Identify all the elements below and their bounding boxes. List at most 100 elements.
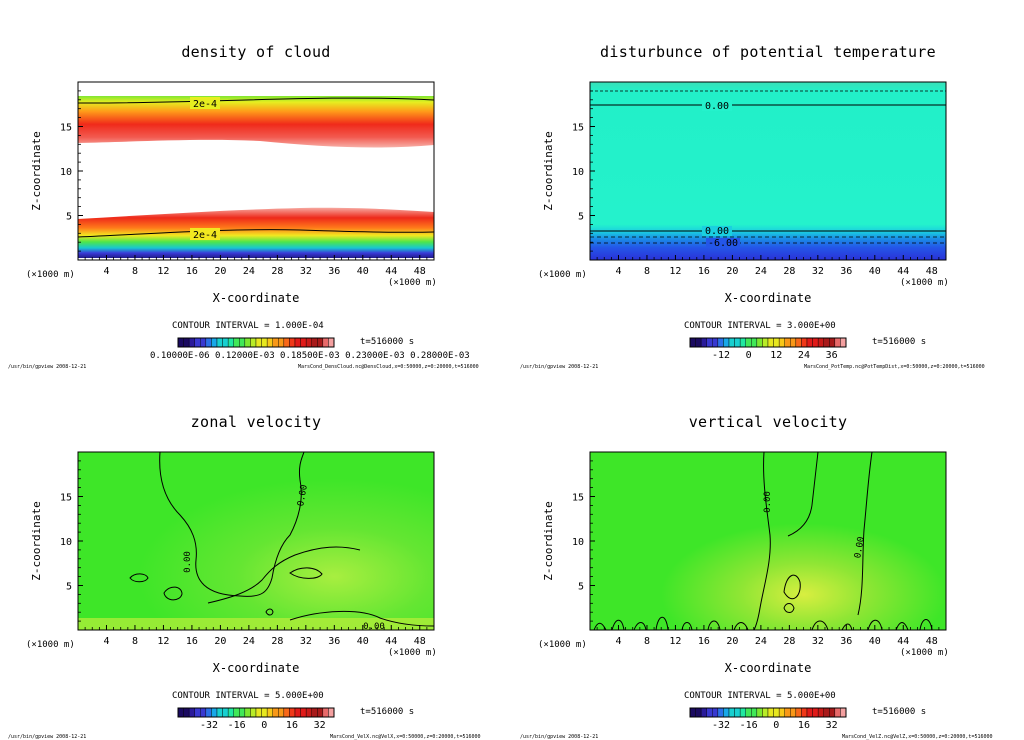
colorbar-cell [300, 337, 307, 348]
colorbar-cell [723, 707, 730, 718]
colorbar-cell [695, 707, 702, 718]
colorbar-cell [717, 707, 724, 718]
x-tick-label: 20 [726, 266, 738, 277]
colorbar-cell [784, 707, 791, 718]
colorbar-cell [806, 707, 813, 718]
contour-interval: CONTOUR INTERVAL = 5.000E+00 [172, 691, 324, 701]
x-unit-left: (×1000 m) [26, 640, 75, 650]
colorbar-cell [250, 337, 257, 348]
chart-title: zonal velocity [190, 413, 322, 431]
x-tick-label: 36 [328, 266, 340, 277]
colorbar-cell [194, 707, 201, 718]
colorbar-cell [261, 707, 268, 718]
y-tick-label: 10 [60, 537, 72, 548]
colorbar-cell [283, 337, 290, 348]
colorbar-cell [294, 337, 301, 348]
colorbar-cell [289, 337, 296, 348]
velx-surface-band [78, 618, 434, 630]
colorbar-tick-label: 32 [826, 720, 838, 731]
x-tick-label: 36 [840, 266, 852, 277]
colorbar-cell [216, 707, 223, 718]
x-tick-label: 36 [840, 636, 852, 647]
x-tick-label: 32 [300, 266, 312, 277]
contour-label: 2e-4 [193, 99, 217, 110]
x-tick-label: 8 [644, 266, 650, 277]
chart-title: vertical velocity [688, 413, 848, 431]
x-unit-left: (×1000 m) [26, 270, 75, 280]
colorbar-cell [817, 707, 824, 718]
x-ticks: 4 8 12 16 20 24 28 32 36 40 44 48 [84, 255, 428, 277]
panel-vertical-velocity: vertical velocity 0.00 0.00 4 8 12 16 20 24 28… [512, 370, 1024, 740]
y-axis-label: Z-coordinate [542, 131, 555, 210]
surface-contours [593, 616, 933, 631]
y-tick-label: 15 [60, 493, 72, 504]
colorbar-cell [317, 337, 324, 348]
colorbar-cell [261, 337, 268, 348]
x-tick-label: 48 [414, 636, 426, 647]
contour-line-upper [77, 97, 435, 104]
y-tick-label: 5 [578, 582, 584, 593]
x-tick-label: 28 [783, 636, 795, 647]
colorbar-cell [233, 337, 240, 348]
colorbar-cell [700, 707, 707, 718]
colorbar-cell [784, 337, 791, 348]
colorbar-cell [712, 707, 719, 718]
colorbar-cell [255, 337, 262, 348]
colorbar-cell [294, 707, 301, 718]
colorbar-tick-label: 16 [798, 720, 810, 731]
x-tick-label: 16 [186, 636, 198, 647]
x-tick-label: 32 [812, 266, 824, 277]
colorbar-cell [239, 707, 246, 718]
x-tick-label: 24 [755, 636, 767, 647]
x-tick-label: 8 [644, 636, 650, 647]
y-tick-label: 15 [572, 493, 584, 504]
y-axis-label: Z-coordinate [30, 501, 43, 580]
colorbar [689, 337, 847, 348]
colorbar-cell [795, 337, 802, 348]
x-unit-left: (×1000 m) [538, 640, 587, 650]
colorbar-cell [745, 337, 752, 348]
colorbar-cell [700, 337, 707, 348]
colorbar-cell [200, 337, 207, 348]
colorbar-cell [790, 337, 797, 348]
contour-line [207, 546, 361, 604]
colorbar-cell [305, 707, 312, 718]
footer-right: MarsCond_VelX.nc@VelX,x=0:50000,z=0:2000… [330, 734, 481, 740]
footer-left: /usr/bin/gpview 2008-12-21 [520, 734, 599, 740]
colorbar-cell [200, 707, 207, 718]
x-tick-label: 48 [414, 266, 426, 277]
colorbar-cell [762, 337, 769, 348]
colorbar-tick-label: 0 [261, 720, 267, 731]
x-tick-label: 40 [357, 266, 369, 277]
x-tick-label: 44 [385, 266, 397, 277]
contour-interval: CONTOUR INTERVAL = 1.000E-04 [172, 321, 324, 331]
colorbar-cell [244, 707, 251, 718]
colorbar-tick-label: -12 [712, 350, 730, 361]
colorbar [177, 337, 335, 348]
time-label: t=516000 s [872, 337, 926, 347]
colorbar-cell [322, 707, 329, 718]
colorbar-cell [289, 707, 296, 718]
colorbar-cell [311, 707, 318, 718]
x-tick-label: 12 [669, 266, 681, 277]
colorbar-cell [278, 707, 285, 718]
contour-label-bg [190, 97, 220, 109]
colorbar-cell [739, 337, 746, 348]
colorbar-cell [801, 707, 808, 718]
contour-label-bg [190, 228, 220, 240]
colorbar-frame [689, 337, 847, 348]
colorbar-cell [840, 707, 847, 718]
x-tick-label: 24 [243, 636, 255, 647]
colorbar-cell [305, 337, 312, 348]
colorbar-tick-label: 0 [746, 350, 752, 361]
contour-interval: CONTOUR INTERVAL = 5.000E+00 [684, 691, 836, 701]
contour-line [265, 608, 274, 616]
y-ticks: 5 10 15 [572, 90, 595, 252]
y-tick-label: 10 [60, 167, 72, 178]
colorbar-cell [188, 337, 195, 348]
x-unit-right: (×1000 m) [388, 648, 437, 658]
x-tick-label: 44 [897, 266, 909, 277]
pottemp-field [590, 82, 946, 260]
footer-right: MarsCond_PotTemp.nc@PotTempDist,x=0:5000… [804, 364, 985, 370]
